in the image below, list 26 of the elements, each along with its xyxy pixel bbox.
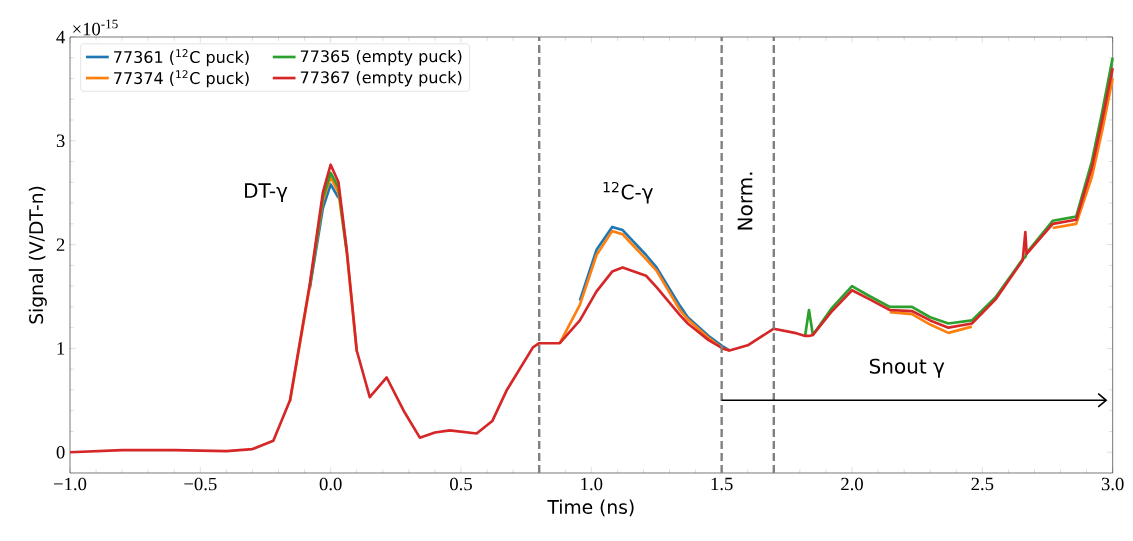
annotation: Norm.: [737, 172, 753, 230]
y-tick-label: 1: [57, 342, 65, 355]
y-axis-title: Signal (V/DT-n): [28, 186, 47, 324]
annotation: $^{12}$C-γ: [603, 181, 653, 204]
x-tick-label: 0.5: [450, 477, 472, 491]
x-tick-label: 1.0: [581, 477, 603, 491]
x-tick-label: 0.0: [319, 477, 342, 491]
y-tick-label: 3: [56, 134, 65, 148]
y-tick-label: 0: [56, 445, 65, 459]
annotation: DT-γ: [245, 183, 288, 203]
x-tick-label: 2.5: [971, 477, 994, 491]
legend-label: 77365 (empty puck): [300, 49, 462, 66]
x-axis-title: Time (ns): [547, 499, 634, 517]
x-tick-label: −1.0: [54, 477, 87, 491]
legend-label: 77374 ($^{12}$C puck): [114, 70, 249, 88]
x-tick-label: 2.0: [841, 477, 863, 491]
annotation: Snout γ: [869, 358, 945, 378]
x-tick-label: 3.0: [1101, 477, 1124, 491]
text: ×10$^{-15}$: [73, 19, 118, 36]
legend-label: 77361 ($^{12}$C puck): [114, 49, 249, 67]
line-series: [68, 66, 1114, 454]
y-tick-label: 4: [56, 30, 66, 44]
y-tick-label: 2: [56, 238, 65, 251]
legend-label: 77367 (empty puck): [300, 70, 462, 87]
x-tick-label: 1.5: [711, 477, 733, 491]
x-tick-label: −0.5: [184, 477, 217, 491]
